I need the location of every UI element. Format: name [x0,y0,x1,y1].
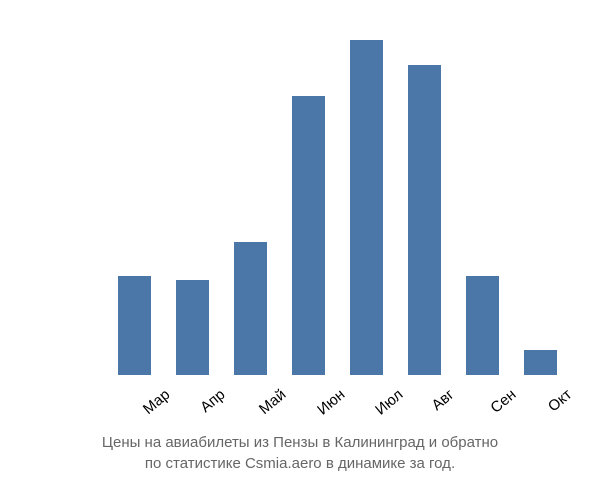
bar [350,40,383,375]
bar [524,350,557,375]
x-tick-label: Окт [544,386,574,415]
x-tick-label: Авг [428,386,457,414]
bar [292,96,325,375]
bar [176,280,209,375]
bar [408,65,441,375]
x-tick-label: Апр [197,386,228,416]
x-tick-label: Июл [372,386,406,419]
caption-line2: по статистике Csmia.aero в динамике за г… [0,453,600,474]
x-tick-label: Сен [487,386,519,417]
bar [234,242,267,375]
bar-chart [100,15,580,375]
x-tick-label: Май [255,386,288,418]
plot-area [100,15,580,375]
bar [118,276,151,375]
caption-line1: Цены на авиабилеты из Пензы в Калинингра… [0,432,600,453]
x-tick-label: Мар [139,386,172,418]
x-tick-label: Июн [314,386,348,419]
bar [466,276,499,375]
